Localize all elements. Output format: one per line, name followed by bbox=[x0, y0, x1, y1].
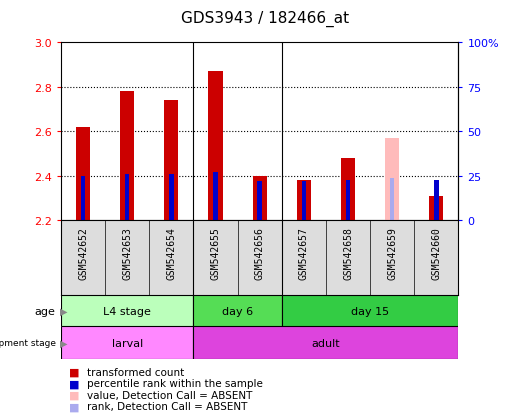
Text: value, Detection Call = ABSENT: value, Detection Call = ABSENT bbox=[87, 390, 253, 400]
Text: age: age bbox=[35, 306, 56, 316]
Bar bbox=[164, 101, 179, 221]
Text: L4 stage: L4 stage bbox=[103, 306, 151, 316]
Bar bbox=[208, 72, 223, 221]
Bar bbox=[385, 139, 399, 221]
Text: day 15: day 15 bbox=[351, 306, 389, 316]
Bar bbox=[213, 173, 218, 221]
Text: development stage: development stage bbox=[0, 338, 56, 347]
Text: ■: ■ bbox=[69, 401, 80, 411]
Bar bbox=[341, 159, 355, 221]
Bar bbox=[297, 181, 311, 221]
Bar bbox=[282, 295, 458, 326]
Text: GSM542654: GSM542654 bbox=[166, 227, 176, 280]
Text: day 6: day 6 bbox=[222, 306, 253, 316]
Bar bbox=[258, 182, 262, 221]
Text: GSM542655: GSM542655 bbox=[210, 227, 220, 280]
Bar bbox=[120, 92, 134, 221]
Bar bbox=[169, 175, 173, 221]
Bar bbox=[61, 326, 193, 359]
Bar bbox=[253, 177, 267, 221]
Text: ■: ■ bbox=[69, 390, 80, 400]
Text: ■: ■ bbox=[69, 378, 80, 388]
Text: transformed count: transformed count bbox=[87, 367, 184, 377]
Text: percentile rank within the sample: percentile rank within the sample bbox=[87, 378, 263, 388]
Bar bbox=[81, 177, 85, 221]
Text: rank, Detection Call = ABSENT: rank, Detection Call = ABSENT bbox=[87, 401, 248, 411]
Bar bbox=[302, 182, 306, 221]
Text: ▶: ▶ bbox=[60, 338, 67, 348]
Text: ■: ■ bbox=[69, 367, 80, 377]
Text: GSM542657: GSM542657 bbox=[299, 227, 309, 280]
Text: GSM542652: GSM542652 bbox=[78, 227, 88, 280]
Bar bbox=[61, 295, 193, 326]
Bar bbox=[125, 175, 129, 221]
Text: ▶: ▶ bbox=[60, 306, 67, 316]
Text: GSM542659: GSM542659 bbox=[387, 227, 397, 280]
Text: GSM542656: GSM542656 bbox=[255, 227, 264, 280]
Bar bbox=[346, 180, 350, 221]
Text: GSM542660: GSM542660 bbox=[431, 227, 441, 280]
Text: larval: larval bbox=[112, 338, 143, 348]
Text: GSM542658: GSM542658 bbox=[343, 227, 353, 280]
Bar bbox=[390, 178, 394, 221]
Text: adult: adult bbox=[312, 338, 340, 348]
Bar bbox=[434, 180, 439, 221]
Text: GSM542653: GSM542653 bbox=[122, 227, 132, 280]
Bar bbox=[193, 295, 282, 326]
Bar bbox=[429, 197, 444, 221]
Bar bbox=[76, 128, 90, 221]
Text: GDS3943 / 182466_at: GDS3943 / 182466_at bbox=[181, 10, 349, 26]
Bar bbox=[193, 326, 458, 359]
